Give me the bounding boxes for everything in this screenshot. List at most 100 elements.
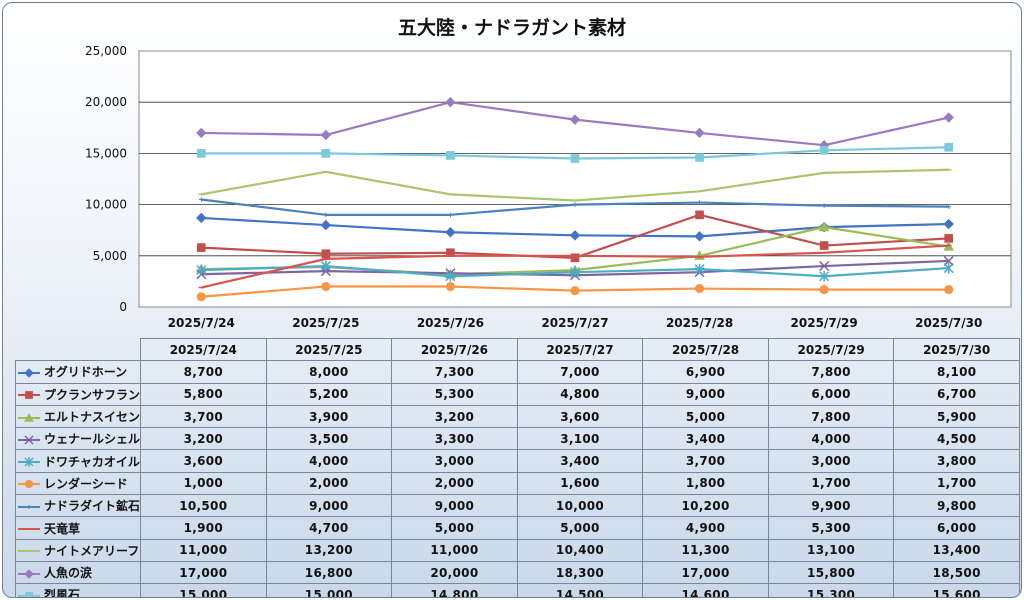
series-name-cell: ナドラダイト鉱石 (14, 494, 142, 518)
table-corner (16, 339, 141, 361)
value-cell: 5,300 (767, 516, 895, 540)
x-tick-label: 2025/7/27 (541, 316, 608, 330)
value-cell: 10,200 (642, 494, 769, 518)
value-cell: 1,000 (140, 471, 267, 496)
value-cell: 7,800 (767, 404, 895, 429)
series-9 (198, 168, 952, 202)
legend-key-icon (18, 435, 40, 445)
value-cell: 8,100 (893, 360, 1020, 384)
value-cell: 15,000 (140, 583, 267, 597)
star-marker (445, 270, 456, 282)
value-cell: 3,000 (391, 449, 518, 473)
square-marker (196, 149, 206, 158)
circle-marker (196, 292, 206, 302)
value-cell: 4,000 (265, 449, 393, 473)
table-row: ナイトメアリーフ 11,000 13,200 11,000 10,400 11,300 13… (14, 538, 1020, 562)
legend-key-icon (18, 412, 40, 422)
value-cell: 5,000 (391, 516, 518, 540)
square-marker (570, 253, 580, 263)
diamond-marker (943, 218, 954, 230)
series-name-label: レンダーシード (44, 476, 128, 491)
series-name-label: 烈風石 (44, 588, 81, 598)
series-name-label: ウェナールシェル (44, 432, 141, 447)
y-tick-label: 0 (119, 300, 127, 314)
series-name-cell: プクランサフラン (14, 382, 142, 406)
value-cell: 6,900 (642, 360, 769, 384)
legend-key-icon (18, 457, 40, 467)
value-cell: 18,300 (516, 560, 644, 585)
value-cell: 14,600 (642, 583, 769, 597)
legend-key-icon (18, 391, 40, 400)
y-tick-label: 15,000 (85, 146, 127, 160)
value-cell: 17,000 (140, 560, 267, 585)
plus-marker (572, 202, 578, 207)
square-marker (819, 241, 829, 250)
x-tick-label: 2025/7/30 (915, 316, 982, 330)
diamond-marker (196, 212, 207, 224)
value-cell: 8,700 (140, 360, 267, 384)
value-cell: 10,000 (516, 494, 644, 518)
value-cell: 3,600 (140, 449, 267, 473)
series-name-cell: レンダーシード (14, 471, 142, 496)
value-cell: 6,000 (893, 516, 1020, 540)
value-cell: 9,000 (391, 494, 518, 518)
star-marker (196, 264, 207, 276)
circle-marker (570, 286, 580, 296)
legend-key-icon (18, 528, 40, 531)
value-cell: 6,700 (893, 382, 1020, 406)
series-name-cell: 烈風石 (14, 583, 142, 598)
value-cell: 8,000 (265, 360, 393, 384)
series-name-cell: ナイトメアリーフ (14, 538, 142, 562)
table-row: オグリドホーン 8,700 8,000 7,300 7,000 6,900 7,800 8,1… (14, 360, 1020, 384)
table-column-header: 2025/7/29 (767, 337, 895, 362)
diamond-marker (445, 96, 456, 108)
value-cell: 9,000 (265, 494, 393, 518)
table-row: プクランサフラン 5,800 5,200 5,300 4,800 9,000 6,000 6,… (14, 382, 1020, 406)
square-marker (944, 142, 954, 152)
x-tick-label: 2025/7/28 (666, 316, 733, 330)
value-cell: 5,000 (642, 404, 769, 429)
plus-marker (821, 203, 827, 208)
plus-marker (697, 200, 702, 205)
value-cell: 3,700 (642, 449, 769, 473)
series-7 (199, 197, 951, 218)
series-name-label: 天竜草 (44, 521, 81, 536)
table-row: ドワチャカオイル 3,600 4,000 3,000 3,400 3,700 3,000 3,… (14, 449, 1020, 473)
x-marker (819, 261, 830, 272)
square-marker (695, 153, 704, 162)
value-cell: 15,600 (893, 583, 1020, 597)
legend-key-icon (18, 368, 40, 378)
star-marker (694, 263, 705, 275)
square-marker (25, 391, 33, 400)
value-cell: 3,000 (767, 449, 895, 473)
value-cell: 7,300 (391, 360, 518, 384)
star-marker (819, 270, 830, 282)
diamond-marker (943, 112, 954, 123)
legend-key-icon (18, 568, 40, 579)
value-cell: 9,800 (893, 494, 1020, 518)
square-marker (321, 249, 331, 259)
plus-marker (448, 212, 453, 218)
x-tick-label: 2025/7/24 (168, 316, 235, 330)
circle-marker (819, 285, 829, 295)
circle-marker (321, 281, 331, 292)
series-name-label: オグリドホーン (44, 365, 128, 380)
y-tick-label: 5,000 (93, 249, 127, 263)
table-row: 烈風石 15,000 15,000 14,800 14,500 14,600 15,300 1… (14, 583, 1020, 598)
x-marker (943, 255, 954, 266)
value-cell: 1,900 (140, 516, 267, 540)
value-cell: 16,800 (265, 560, 393, 585)
square-marker (196, 243, 206, 252)
value-cell: 3,700 (140, 404, 267, 429)
square-marker (25, 592, 33, 597)
plus-marker (199, 197, 204, 202)
diamond-marker (694, 231, 705, 242)
value-cell: 1,700 (767, 471, 895, 496)
y-tick-label: 20,000 (85, 95, 127, 109)
series-name-label: ドワチャカオイル (44, 454, 140, 469)
value-cell: 3,900 (265, 404, 393, 429)
value-cell: 11,300 (642, 538, 769, 562)
legend-key-icon (18, 550, 40, 553)
table-row: ウェナールシェル 3,200 3,500 3,300 3,100 3,400 4,000 4,… (14, 427, 1020, 451)
value-cell: 7,800 (767, 360, 895, 384)
